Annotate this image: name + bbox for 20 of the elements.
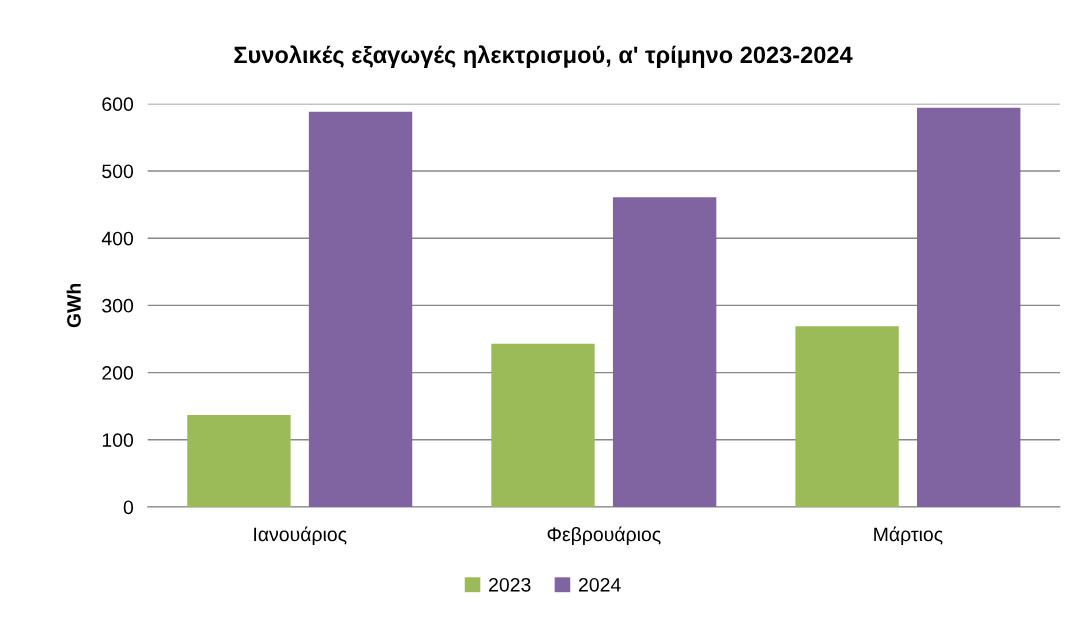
x-tick-label: Μάρτιος [874, 526, 943, 546]
bar [795, 326, 899, 507]
bar [491, 343, 595, 507]
y-tick-label: 500 [102, 164, 134, 179]
y-tick-label: 600 [102, 97, 134, 112]
y-tick-label: 300 [102, 298, 134, 313]
x-tick-label: Φεβρουάριος [547, 526, 661, 546]
y-tick-label: 0 [123, 500, 134, 515]
legend-label: 2023 [489, 577, 531, 592]
chart-title: Συνολικές εξαγωγές ηλεκτρισμού, α' τρίμηνο 2023-2024 [234, 45, 853, 68]
y-tick-label: 400 [101, 231, 134, 246]
legend-label: 2024 [578, 577, 621, 592]
x-tick-label: Ιανουάριος [254, 526, 347, 546]
bar [612, 197, 717, 507]
y-tick-label: 100 [102, 433, 134, 448]
y-tick-label: 200 [102, 366, 134, 380]
y-axis-title: GWh [66, 283, 81, 328]
bar [308, 111, 413, 507]
bar [917, 107, 1021, 507]
bar [187, 414, 291, 507]
